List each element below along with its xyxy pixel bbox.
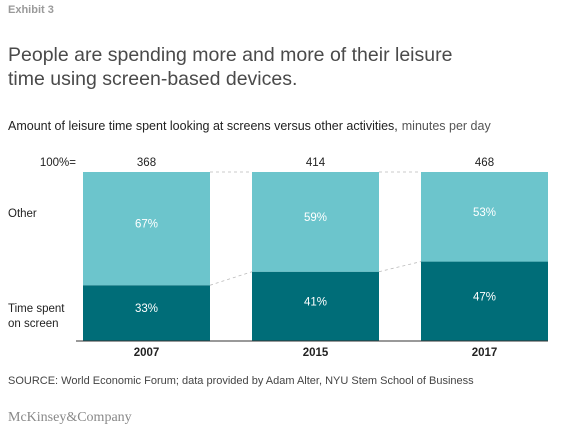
value-label: 53% [473, 207, 496, 219]
footer-logo: McKinsey&Company [8, 410, 132, 425]
subtitle-text: Amount of leisure time spent looking at … [8, 119, 398, 133]
value-label: 33% [135, 303, 158, 315]
unit-text: minutes per day [402, 119, 492, 133]
connector [378, 261, 422, 273]
chart-subtitle: Amount of leisure time spent looking at … [8, 119, 491, 133]
x-tick-label: 2007 [134, 347, 160, 359]
bar-segment [83, 285, 210, 341]
x-tick-label: 2017 [472, 347, 498, 359]
total-value: 368 [137, 157, 156, 169]
bar-segment [421, 172, 548, 262]
x-tick-label: 2015 [303, 347, 329, 359]
total-value: 468 [475, 157, 494, 169]
value-label: 41% [304, 296, 327, 308]
bar-segment [83, 172, 210, 286]
chart-title: People are spending more and more of the… [8, 44, 452, 90]
legend-screen: Time spent on screen [8, 303, 65, 330]
source: SOURCE: World Economic Forum; data provi… [8, 375, 474, 387]
value-label: 47% [473, 291, 496, 303]
bar-segment [421, 261, 548, 341]
value-label: 59% [304, 212, 327, 224]
total-label: 100%= [40, 157, 76, 169]
value-label: 67% [135, 219, 158, 231]
exhibit-label: Exhibit 3 [8, 4, 54, 16]
connector [209, 271, 253, 286]
title-line: People are spending more and more of the… [8, 44, 452, 66]
bar-segment [252, 172, 379, 272]
title-line: time using screen-based devices. [8, 68, 297, 90]
total-value: 414 [306, 157, 326, 169]
bar-segment [252, 271, 379, 341]
legend-other: Other [8, 208, 37, 220]
